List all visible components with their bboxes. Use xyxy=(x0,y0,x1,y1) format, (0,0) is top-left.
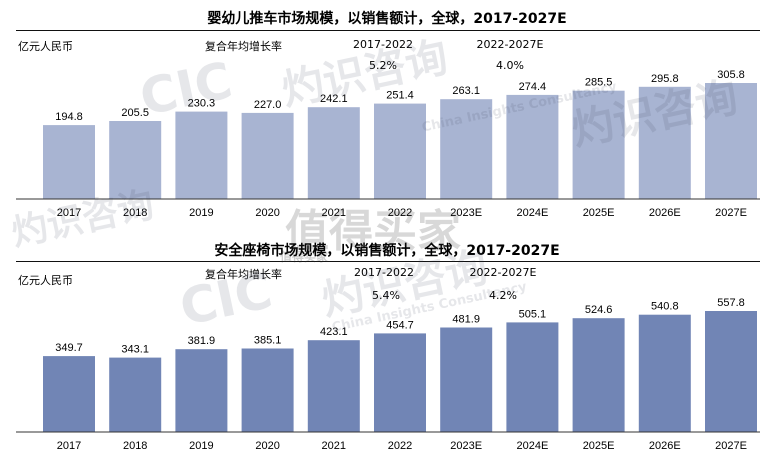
value-label: 230.3 xyxy=(188,98,216,110)
bar-2021 xyxy=(307,340,360,432)
value-label: 505.1 xyxy=(519,308,547,320)
bar-2020 xyxy=(241,112,294,199)
value-label: 251.4 xyxy=(386,90,414,102)
bar-chart-stroller: 194.8 2017 205.5 2018 230.3 2019 227.0 2020 242.… xyxy=(16,69,760,219)
bar-2024E xyxy=(506,322,559,432)
value-label: 295.8 xyxy=(651,73,679,85)
category-label: 2021 xyxy=(322,440,346,452)
value-label: 263.1 xyxy=(452,85,480,97)
bar-2022 xyxy=(374,333,426,432)
value-label: 274.4 xyxy=(519,81,547,93)
value-label: 454.7 xyxy=(386,319,414,331)
bar-2019 xyxy=(175,111,228,199)
category-label: 2027E xyxy=(715,207,747,219)
cagr-rate-1: 5.2% xyxy=(369,59,397,72)
bar-2026E xyxy=(638,314,691,432)
chart-panel-car-seat: 安全座椅市场规模，以销售额计，全球，2017-2027E 亿元人民币 复合年均增… xyxy=(0,232,774,459)
cagr-rate-1: 5.4% xyxy=(372,289,400,302)
category-label: 2017 xyxy=(57,440,81,452)
category-label: 2026E xyxy=(649,207,681,219)
cagr-label: 复合年均增长率 xyxy=(205,268,282,281)
bar-2027E xyxy=(705,83,757,199)
category-label: 2020 xyxy=(255,440,279,452)
bar-2025E xyxy=(572,318,625,432)
value-label: 557.8 xyxy=(717,297,745,309)
category-label: 2018 xyxy=(123,440,147,452)
value-label: 285.5 xyxy=(585,77,613,89)
chart-title: 安全座椅市场规模，以销售额计，全球，2017-2027E xyxy=(214,243,560,259)
bar-2017 xyxy=(43,356,95,432)
category-label: 2019 xyxy=(189,440,213,452)
category-label: 2022 xyxy=(388,440,412,452)
unit-label: 亿元人民币 xyxy=(18,40,73,53)
category-label: 2023E xyxy=(450,207,482,219)
category-label: 2027E xyxy=(715,440,747,452)
bar-2023E xyxy=(440,327,493,432)
cagr-rate-2: 4.2% xyxy=(489,289,517,302)
category-label: 2024E xyxy=(516,207,548,219)
bar-2022 xyxy=(374,103,426,199)
cagr-period-2: 2022-2027E xyxy=(476,38,544,51)
value-label: 194.8 xyxy=(55,111,83,123)
title-divider xyxy=(16,261,760,262)
category-label: 2023E xyxy=(450,440,482,452)
value-label: 349.7 xyxy=(55,342,83,354)
value-label: 481.9 xyxy=(452,314,480,326)
bar-chart-car-seat: 349.7 2017 343.1 2018 381.9 2019 385.1 2020 423.… xyxy=(16,297,760,452)
cagr-label: 复合年均增长率 xyxy=(205,40,282,53)
bar-2021 xyxy=(307,107,360,199)
bar-2018 xyxy=(109,121,162,199)
value-label: 343.1 xyxy=(121,344,149,356)
bar-2025E xyxy=(572,90,625,199)
category-label: 2020 xyxy=(255,207,279,219)
cagr-period-2: 2022-2027E xyxy=(469,266,537,279)
cagr-period-1: 2017-2022 xyxy=(354,266,414,279)
unit-label: 亿元人民币 xyxy=(18,274,73,287)
value-label: 385.1 xyxy=(254,335,282,347)
bar-2027E xyxy=(705,311,757,432)
bar-2026E xyxy=(638,86,691,199)
category-label: 2019 xyxy=(189,207,213,219)
bar-2023E xyxy=(440,99,493,199)
value-label: 540.8 xyxy=(651,301,679,313)
value-label: 423.1 xyxy=(320,326,348,338)
category-label: 2017 xyxy=(57,207,81,219)
value-label: 305.8 xyxy=(717,69,745,81)
bar-2024E xyxy=(506,94,559,199)
value-label: 205.5 xyxy=(121,107,149,119)
bar-2017 xyxy=(43,125,95,199)
cagr-rate-2: 4.0% xyxy=(496,59,524,72)
category-label: 2025E xyxy=(583,440,615,452)
title-divider xyxy=(16,30,760,31)
chart-panel-stroller: 婴幼儿推车市场规模，以销售额计，全球，2017-2027E 亿元人民币 复合年均… xyxy=(16,11,760,219)
value-label: 227.0 xyxy=(254,99,282,111)
value-label: 242.1 xyxy=(320,93,348,105)
category-label: 2018 xyxy=(123,207,147,219)
bar-2019 xyxy=(175,349,228,432)
category-label: 2026E xyxy=(649,440,681,452)
value-label: 381.9 xyxy=(188,335,216,347)
category-label: 2025E xyxy=(583,207,615,219)
bar-2020 xyxy=(241,348,294,432)
category-label: 2021 xyxy=(322,207,346,219)
bar-2018 xyxy=(109,357,162,432)
category-label: 2024E xyxy=(516,440,548,452)
chart-title: 婴幼儿推车市场规模，以销售额计，全球，2017-2027E xyxy=(207,11,567,27)
value-label: 524.6 xyxy=(585,304,613,316)
cagr-period-1: 2017-2022 xyxy=(353,38,413,51)
category-label: 2022 xyxy=(388,207,412,219)
